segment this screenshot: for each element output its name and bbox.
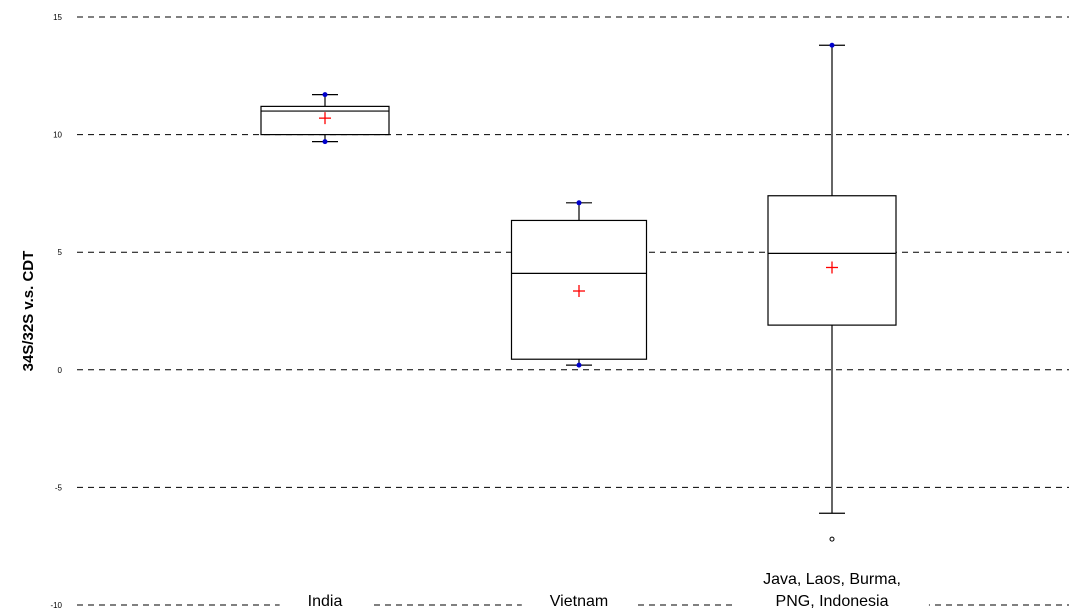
extreme-point [829, 42, 835, 48]
y-axis-label: 34S/32S v.s. CDT [20, 251, 37, 372]
category-label: Java, Laos, Burma, PNG, Indonesia [763, 571, 901, 610]
y-tick-label: -5 [55, 483, 63, 492]
category-label: India [308, 593, 343, 610]
category-label-background [735, 569, 929, 614]
extreme-point [576, 362, 582, 368]
y-tick-label: -10 [50, 601, 62, 610]
boxes [260, 42, 897, 542]
category-label-background [279, 591, 371, 614]
category-label: Vietnam [550, 593, 608, 610]
category-label-line: Java, Laos, Burma, [763, 571, 901, 588]
box-group [767, 42, 897, 542]
category-label-line: Vietnam [550, 593, 608, 610]
y-tick-label: 5 [58, 248, 63, 257]
category-labels: India Vietnam Java, Laos, Burma, PNG, Indon… [279, 569, 929, 614]
category-label-line: India [308, 593, 343, 610]
y-tick-label: 10 [53, 131, 62, 140]
outlier-point [829, 536, 835, 542]
extreme-point [576, 200, 582, 206]
box-iqr [767, 195, 897, 326]
extreme-point [322, 139, 328, 145]
y-tick-label: 0 [58, 366, 63, 375]
box-group [260, 92, 390, 145]
category-label-background [521, 591, 637, 614]
y-tick-labels: 15 10 5 0 -5 -10 [50, 13, 62, 610]
extreme-point [322, 92, 328, 98]
box-group [510, 200, 648, 368]
y-tick-label: 15 [53, 13, 62, 22]
category-label-line: PNG, Indonesia [776, 593, 889, 610]
